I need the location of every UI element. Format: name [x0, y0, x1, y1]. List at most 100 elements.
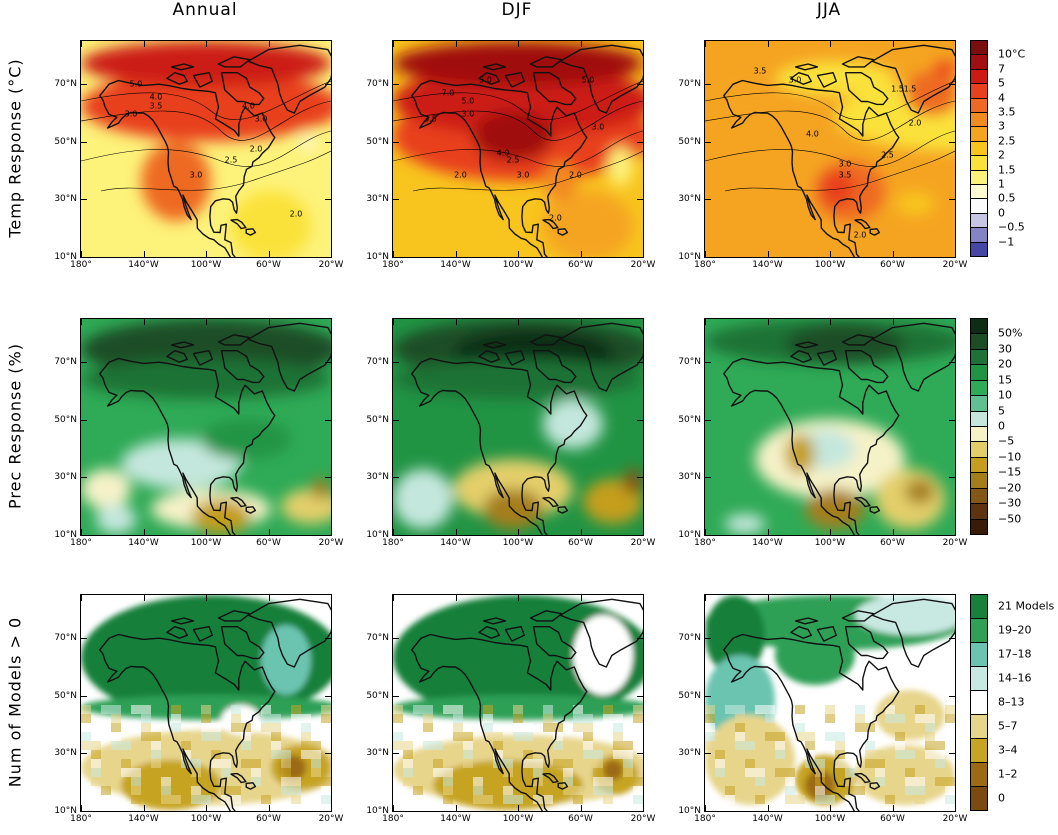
grid-cell — [221, 786, 231, 795]
legend-label: 14–16 — [998, 671, 1032, 685]
lon-tick-label: 140°W — [752, 814, 783, 824]
axis-tick — [81, 595, 82, 601]
axis-tick — [81, 753, 87, 755]
contour-label: 3.0 — [838, 159, 852, 169]
grid-cell — [573, 723, 583, 732]
grid-cell — [885, 795, 895, 804]
axis-tick — [206, 251, 207, 257]
grid-cell — [705, 732, 715, 741]
lon-tick-label: 180° — [694, 814, 716, 824]
grid-cell — [443, 786, 453, 795]
grid-cell — [805, 741, 815, 750]
grid-cell — [151, 732, 161, 741]
lon-tick-label: 180° — [70, 538, 92, 548]
field-region — [301, 136, 315, 150]
lon-tick-label: 100°W — [502, 260, 534, 270]
legend-swatch — [970, 472, 988, 489]
map-panel-models-jja: 70°N 50°N 30°N 10°N 180° 140°W 100°W 60°W 20°W — [678, 594, 967, 824]
field-region — [393, 469, 453, 529]
field-map-temp-annual — [81, 41, 331, 257]
grid-cell — [875, 759, 885, 768]
grid-cell — [91, 777, 101, 786]
coastline — [869, 228, 881, 236]
grid-cell — [513, 795, 523, 804]
grid-cell — [251, 777, 261, 786]
grid-cell — [593, 759, 603, 768]
grid-cell — [453, 732, 463, 741]
grid-cell — [291, 714, 301, 723]
grid-cell — [775, 741, 785, 750]
legend-swatch — [970, 364, 988, 381]
grid-cell — [171, 705, 181, 714]
lat-tick-label: 50°N — [54, 690, 77, 701]
grid-cell — [573, 714, 583, 723]
coastline — [542, 772, 559, 784]
grid-cell — [845, 795, 855, 804]
grid-cell — [543, 786, 553, 795]
coastline — [557, 506, 569, 514]
grid-cell — [251, 768, 261, 777]
legend-label: 2.5 — [998, 134, 1016, 148]
grid-cell — [403, 741, 413, 750]
legend-prec: 50% 30 20 15 10 5 0 −5 −10 −15 −20 −30 −50 — [970, 318, 1022, 535]
coastline — [245, 228, 257, 236]
coastline — [217, 610, 251, 622]
axis-tick — [892, 529, 894, 535]
grid-cell — [543, 705, 553, 714]
lat-tick-label: 10°N — [366, 530, 389, 540]
axis-tick — [81, 199, 87, 201]
legend-swatch — [970, 690, 988, 715]
grid-cell — [151, 768, 161, 777]
axis-tick — [81, 41, 82, 47]
legend-swatch — [970, 762, 988, 787]
grid-cell — [945, 786, 955, 795]
lon-tick-label: 140°W — [128, 814, 159, 824]
axis-tick — [705, 805, 706, 811]
legend-label: 1–2 — [998, 767, 1018, 781]
lon-tick-label: 180° — [382, 814, 404, 824]
axis-tick — [393, 811, 399, 812]
coastline — [854, 496, 871, 508]
lon-tick-label: 180° — [694, 260, 716, 270]
grid-cell — [925, 741, 935, 750]
legend-swatch — [970, 618, 988, 643]
grid-cell — [705, 714, 715, 723]
axis-tick — [643, 529, 644, 535]
contour-label: 4.0 — [149, 92, 163, 102]
field-region — [311, 479, 331, 499]
grid-cell — [311, 741, 321, 750]
lon-tick-label: 180° — [70, 260, 92, 270]
grid-cell — [735, 723, 745, 732]
axis-tick — [643, 595, 644, 601]
grid-cell — [623, 741, 633, 750]
grid-cell — [131, 768, 141, 777]
axis-tick — [393, 84, 399, 86]
grid-cell — [935, 750, 945, 759]
grid-cell — [905, 786, 915, 795]
legend-label: 5–7 — [998, 719, 1018, 733]
grid-cell — [463, 759, 473, 768]
grid-cell — [393, 714, 403, 723]
grid-cell — [413, 705, 423, 714]
grid-cell — [905, 759, 915, 768]
grid-cell — [191, 786, 201, 795]
axis-tick — [393, 199, 399, 201]
axis-tick — [767, 529, 769, 535]
axis-tick — [331, 805, 332, 811]
grid-cell — [271, 741, 281, 750]
coastline — [841, 334, 875, 346]
coastline — [794, 617, 819, 625]
grid-cell — [735, 714, 745, 723]
axis-tick — [949, 535, 955, 536]
legend-label: −20 — [998, 481, 1022, 495]
grid-cell — [785, 795, 795, 804]
coastline — [790, 626, 812, 639]
axis-tick — [393, 362, 399, 364]
contour-label: 3.0 — [461, 109, 475, 119]
contour-label: 3.5 — [838, 170, 852, 180]
axis-tick — [325, 84, 331, 86]
contour-label: 3.0 — [591, 122, 605, 132]
lon-tick-label: 60°W — [880, 260, 905, 270]
grid-cell — [593, 777, 603, 786]
grid-cell — [131, 795, 141, 804]
